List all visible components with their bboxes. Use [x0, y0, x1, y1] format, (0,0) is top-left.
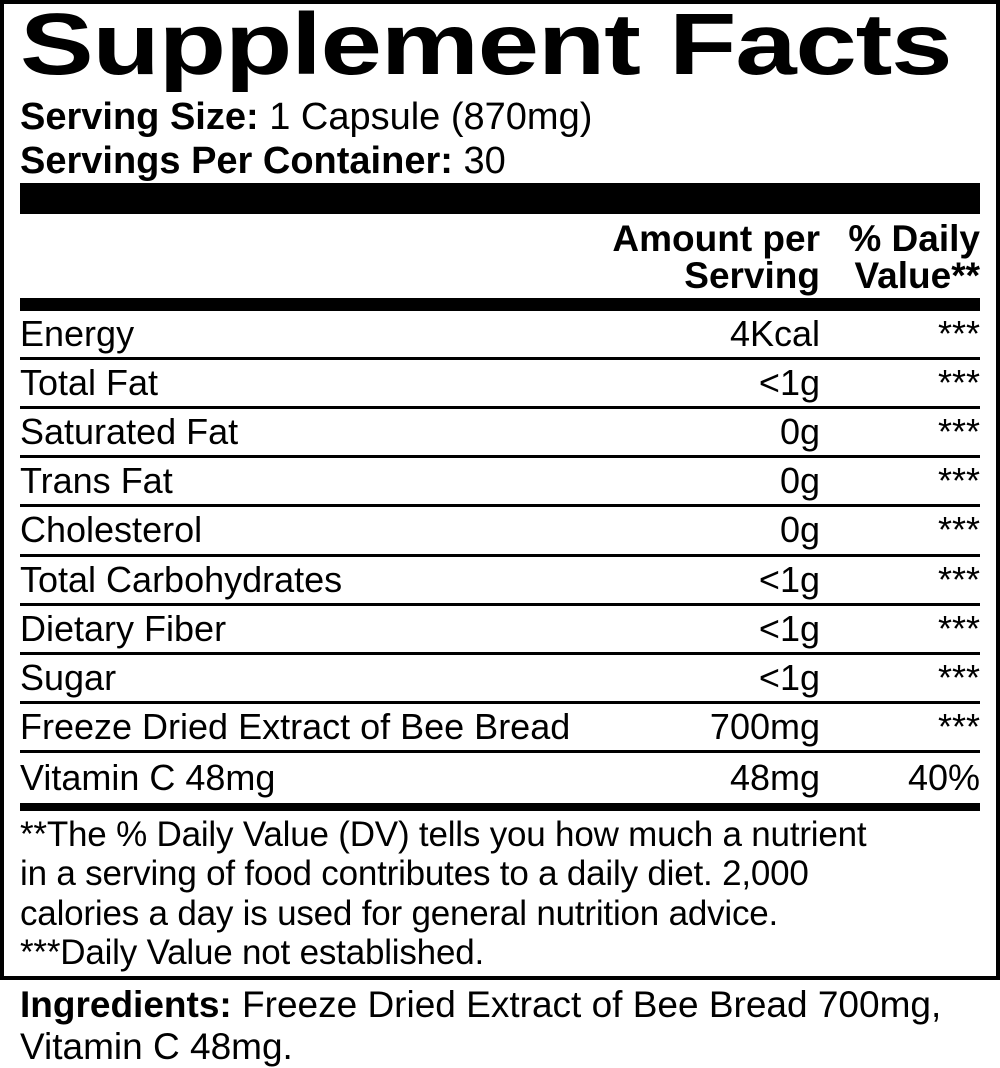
nutrient-dv: *** [937, 706, 980, 748]
nutrient-dv: *** [937, 361, 980, 403]
nutrient-dv: *** [937, 607, 980, 649]
nutrient-amount: 0g [779, 460, 820, 502]
panel-title: Supplement Facts [20, 0, 953, 93]
daily-value-footnote: **The % Daily Value (DV) tells you how m… [20, 814, 867, 973]
nutrient-name: Saturated Fat [20, 411, 239, 453]
table-row: Sugar <1g *** [20, 655, 980, 705]
table-row: Trans Fat 0g *** [20, 458, 980, 508]
nutrient-dv: *** [937, 312, 980, 354]
serving-size-line: Serving Size: 1 Capsule (870mg) [20, 95, 980, 139]
nutrient-name: Trans Fat [20, 460, 173, 502]
servings-per-container-value: 30 [452, 139, 506, 182]
divider-bar-footnote [20, 802, 980, 811]
table-row: Cholesterol 0g *** [20, 507, 980, 557]
nutrient-amount: 48mg [729, 756, 820, 798]
serving-size-value: 1 Capsule (870mg) [258, 95, 593, 138]
nutrient-dv: *** [937, 509, 980, 551]
nutrient-name: Total Fat [20, 361, 159, 403]
nutrient-dv: *** [937, 558, 980, 600]
daily-value-header: % Daily Value** [848, 217, 980, 296]
nutrient-amount: <1g [758, 657, 820, 699]
nutrient-amount: <1g [758, 361, 820, 403]
nutrient-name: Energy [20, 312, 135, 354]
nutrient-amount: <1g [758, 558, 820, 600]
nutrient-dv: 40% [907, 756, 980, 798]
divider-bar-header [20, 297, 980, 311]
ingredients-label: Ingredients: [20, 984, 232, 1025]
servings-per-container-line: Servings Per Container: 30 [20, 139, 980, 183]
nutrient-amount: <1g [758, 607, 820, 649]
nutrient-name: Vitamin C 48mg [20, 756, 276, 798]
ingredients-section: Ingredients: Freeze Dried Extract of Bee… [20, 984, 990, 1068]
nutrient-name: Freeze Dried Extract of Bee Bread [20, 706, 571, 748]
amount-per-serving-header: Amount per Serving [612, 217, 820, 296]
nutrient-amount: 700mg [709, 706, 820, 748]
table-row: Saturated Fat 0g *** [20, 409, 980, 459]
table-row: Dietary Fiber <1g *** [20, 606, 980, 655]
serving-size-label: Serving Size: [20, 95, 259, 138]
nutrient-dv: *** [937, 657, 980, 699]
facts-rows: Energy 4Kcal *** Total Fat <1g *** Satur… [20, 311, 980, 803]
divider-bar-thick [20, 182, 980, 214]
serving-info: Serving Size: 1 Capsule (870mg) Servings… [20, 95, 980, 183]
table-row: Energy 4Kcal *** [20, 311, 980, 360]
nutrient-name: Sugar [20, 657, 117, 699]
nutrient-amount: 0g [779, 411, 820, 453]
nutrient-dv: *** [937, 460, 980, 502]
servings-per-container-label: Servings Per Container: [20, 139, 453, 182]
nutrient-amount: 4Kcal [729, 312, 820, 354]
nutrient-amount: 0g [779, 509, 820, 551]
nutrient-name: Cholesterol [20, 509, 203, 551]
supplement-facts-panel: Supplement Facts Serving Size: 1 Capsule… [0, 0, 1000, 980]
table-row: Freeze Dried Extract of Bee Bread 700mg … [20, 704, 980, 754]
table-row: Vitamin C 48mg 48mg 40% [20, 753, 980, 802]
table-row: Total Fat <1g *** [20, 360, 980, 410]
ingredients-value: Freeze Dried Extract of Bee Bread 700mg,… [20, 984, 942, 1067]
nutrient-name: Dietary Fiber [20, 607, 227, 649]
nutrient-name: Total Carbohydrates [20, 558, 343, 600]
table-row: Total Carbohydrates <1g *** [20, 557, 980, 606]
nutrient-dv: *** [937, 411, 980, 453]
table-header: Amount per Serving % Daily Value** [20, 214, 980, 298]
